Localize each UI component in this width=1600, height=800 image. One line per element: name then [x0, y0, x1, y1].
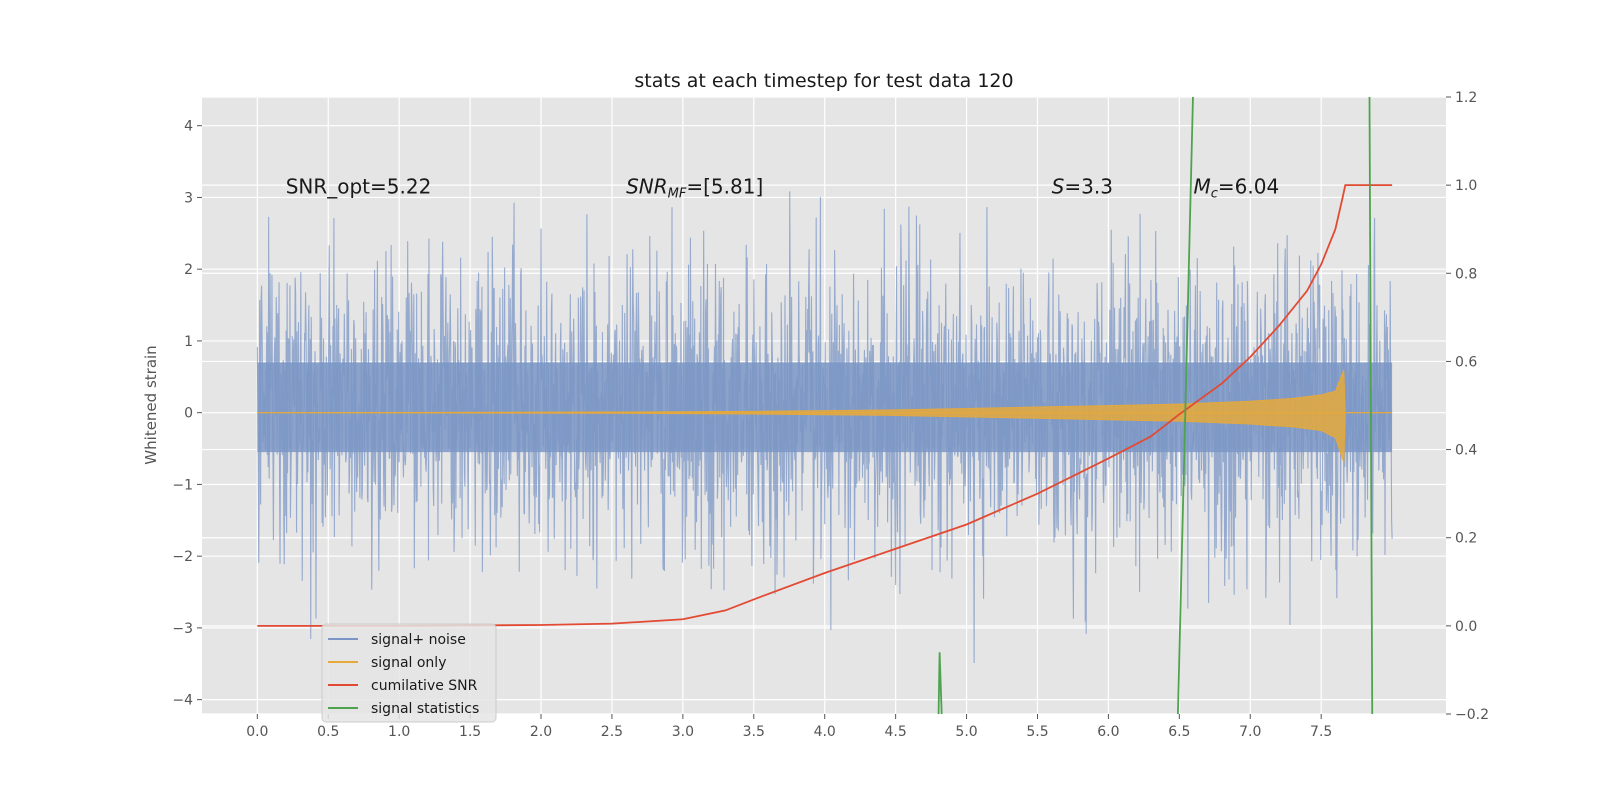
x-tick-label: 0.5 — [317, 724, 339, 740]
series-signal-statistics — [937, 652, 943, 714]
y2-tick-label: 1.0 — [1455, 178, 1477, 194]
annotation: S=3.3 — [1052, 175, 1113, 199]
y2-tick-label: 0.8 — [1455, 266, 1477, 282]
y-tick-label: −2 — [172, 549, 193, 565]
x-tick-label: 2.0 — [530, 724, 552, 740]
x-tick-label: 1.5 — [459, 724, 481, 740]
legend-label: cumilative SNR — [371, 678, 478, 694]
x-tick-label: 7.0 — [1239, 724, 1261, 740]
legend-label: signal statistics — [371, 701, 479, 717]
series-signal-only-envelope — [257, 369, 1393, 464]
legend-label: signal only — [371, 655, 446, 671]
y2-tick-label: −0.2 — [1455, 707, 1489, 723]
legend-box — [321, 623, 497, 723]
y-tick-label: 4 — [184, 119, 193, 135]
series-signal-statistics — [1368, 97, 1374, 714]
y-tick-label: 1 — [184, 334, 193, 350]
y2-tick-label: 0.6 — [1455, 354, 1477, 370]
x-tick-label: 2.5 — [601, 724, 623, 740]
series-cumulative-snr — [257, 184, 1393, 627]
x-tick-label: 6.5 — [1168, 724, 1190, 740]
y-tick-label: 2 — [184, 262, 193, 278]
y-axis-label: Whitened strain — [142, 345, 160, 464]
x-tick-label: 7.5 — [1310, 724, 1332, 740]
x-tick-label: 5.5 — [1026, 724, 1048, 740]
x-tick-label: 4.5 — [885, 724, 907, 740]
y-tick-label: −3 — [172, 621, 193, 637]
x-tick-label: 4.0 — [814, 724, 836, 740]
x-tick-label: 0.0 — [246, 724, 268, 740]
y2-tick-label: 0.2 — [1455, 531, 1477, 547]
y-tick-label: −1 — [172, 477, 193, 493]
y2-tick-label: 1.2 — [1455, 90, 1477, 106]
annotation: SNR_opt=5.22 — [286, 175, 432, 199]
legend-label: signal+ noise — [371, 632, 466, 648]
annotation: Mc=6.04 — [1194, 175, 1280, 202]
x-tick-label: 3.5 — [743, 724, 765, 740]
y-tick-label: 0 — [184, 406, 193, 422]
y2-tick-label: 0.4 — [1455, 443, 1477, 459]
y2-tick-label: 0.0 — [1455, 619, 1477, 635]
x-tick-label: 5.0 — [955, 724, 977, 740]
annotation: SNRMF=[5.81] — [626, 175, 763, 202]
x-tick-label: 1.0 — [388, 724, 410, 740]
x-tick-label: 3.0 — [672, 724, 694, 740]
chart-title: stats at each timestep for test data 120 — [634, 70, 1013, 92]
y-tick-label: −4 — [172, 693, 193, 709]
series-signal-statistics — [1177, 97, 1194, 714]
x-tick-label: 6.0 — [1097, 724, 1119, 740]
y-tick-label: 3 — [184, 190, 193, 206]
